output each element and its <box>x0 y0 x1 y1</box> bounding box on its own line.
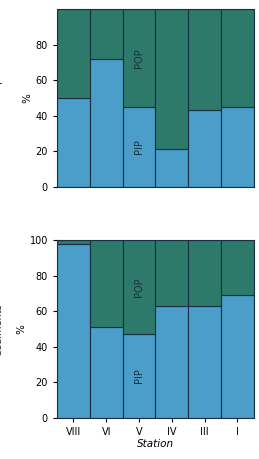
Bar <box>123 334 155 418</box>
Bar <box>221 295 254 418</box>
Bar <box>90 59 123 187</box>
Bar <box>57 240 90 244</box>
Bar <box>221 9 254 107</box>
Bar <box>57 9 90 98</box>
Bar <box>188 111 221 187</box>
Bar <box>90 327 123 418</box>
Text: PIP: PIP <box>134 369 144 383</box>
Text: PIP: PIP <box>134 140 144 154</box>
Bar <box>221 107 254 187</box>
Text: POP: POP <box>134 48 144 68</box>
Bar <box>188 9 221 111</box>
Y-axis label: %: % <box>23 93 33 103</box>
Bar <box>123 240 155 334</box>
Bar <box>57 244 90 418</box>
Bar <box>90 9 123 59</box>
Bar <box>155 306 188 418</box>
X-axis label: Station: Station <box>137 440 174 449</box>
Bar <box>221 240 254 295</box>
Bar <box>155 240 188 306</box>
Bar <box>155 150 188 187</box>
Bar <box>188 306 221 418</box>
Text: Water column particles: Water column particles <box>0 41 3 155</box>
Bar <box>155 9 188 150</box>
Text: Sediments: Sediments <box>0 303 3 355</box>
Bar <box>90 240 123 327</box>
Bar <box>123 107 155 187</box>
Y-axis label: %: % <box>17 324 27 334</box>
Bar <box>57 98 90 187</box>
Text: POP: POP <box>134 277 144 297</box>
Bar <box>188 240 221 306</box>
Bar <box>123 9 155 107</box>
